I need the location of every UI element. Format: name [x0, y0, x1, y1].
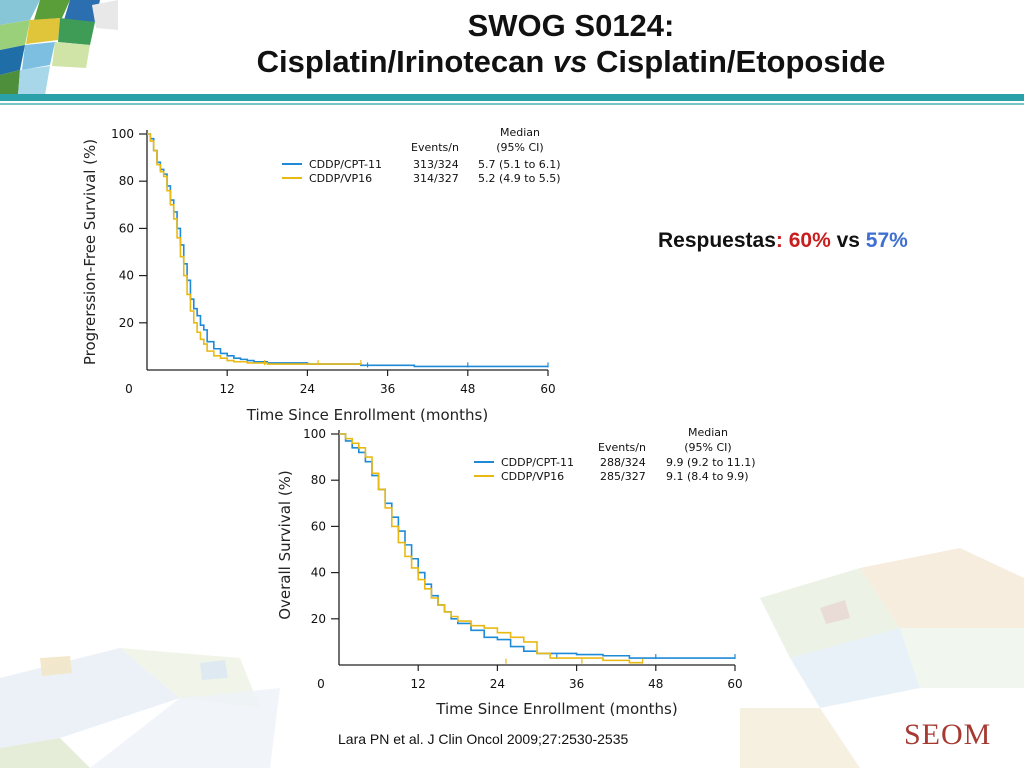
- slide-title: SWOG S0124: Cisplatin/Irinotecan vs Cisp…: [118, 8, 1024, 80]
- os-y-axis-title: Overall Survival (%): [276, 470, 294, 620]
- responses-colon: :: [775, 229, 789, 252]
- responses-vs: vs: [830, 229, 866, 252]
- responses-value-1: 60%: [788, 229, 831, 252]
- pfs-legend-events-0: 313/324: [413, 158, 459, 171]
- pfs-legend-header-ci: (95% CI): [496, 141, 543, 154]
- pfs-x-tick-label: 0: [125, 382, 133, 396]
- title-line-2: Cisplatin/Irinotecan vs Cisplatin/Etopos…: [118, 44, 1024, 80]
- pfs-x-tick-label: 36: [380, 382, 395, 396]
- pfs-legend-header-events: Events/n: [411, 141, 459, 154]
- os-legend-header-median: Median: [688, 426, 728, 439]
- title-underline-bar: [0, 94, 1024, 101]
- pfs-y-tick-label: 60: [119, 221, 134, 235]
- os-y-tick-label: 20: [311, 612, 326, 626]
- pfs-series-line-1: [147, 133, 361, 365]
- os-y-tick-label: 80: [311, 473, 326, 487]
- os-series-line-1: [339, 433, 643, 664]
- os-x-tick-label: 24: [490, 677, 505, 691]
- pfs-legend-median-0: 5.7 (5.1 to 6.1): [478, 158, 561, 171]
- title-vs: vs: [552, 44, 588, 79]
- pfs-x-tick-label: 12: [220, 382, 235, 396]
- os-legend-header-ci: (95% CI): [684, 441, 731, 454]
- responses-summary: Respuestas: 60% vs 57%: [658, 229, 908, 253]
- citation: Lara PN et al. J Clin Oncol 2009;27:2530…: [338, 731, 629, 747]
- os-x-tick-label: 12: [411, 677, 426, 691]
- os-x-tick-label: 48: [648, 677, 663, 691]
- responses-value-2: 57%: [865, 229, 908, 252]
- pfs-legend-header-median: Median: [500, 126, 540, 139]
- os-legend-events-1: 285/327: [600, 470, 646, 483]
- pfs-legend-median-1: 5.2 (4.9 to 5.5): [478, 172, 561, 185]
- pfs-x-tick-label: 48: [460, 382, 475, 396]
- pfs-y-axis-title: Progrerssion-Free Survival (%): [81, 139, 99, 365]
- mosaic-bottom-decoration: [0, 548, 1024, 768]
- pfs-x-axis-title: Time Since Enrollment (months): [246, 406, 488, 424]
- pfs-x-tick-label: 60: [540, 382, 555, 396]
- title-line-1: SWOG S0124:: [467, 8, 675, 43]
- os-y-tick-label: 100: [303, 427, 326, 441]
- os-legend-name-0: CDDP/CPT-11: [501, 456, 574, 469]
- os-y-tick-label: 60: [311, 519, 326, 533]
- pfs-y-tick-label: 20: [119, 316, 134, 330]
- os-x-tick-label: 60: [727, 677, 742, 691]
- pfs-y-tick-label: 80: [119, 174, 134, 188]
- pfs-y-tick-label: 100: [111, 127, 134, 141]
- pfs-x-tick-label: 24: [300, 382, 315, 396]
- os-legend-median-1: 9.1 (8.4 to 9.9): [666, 470, 749, 483]
- os-legend-median-0: 9.9 (9.2 to 11.1): [666, 456, 756, 469]
- os-legend-name-1: CDDP/VP16: [501, 470, 564, 483]
- pfs-legend-events-1: 314/327: [413, 172, 459, 185]
- responses-label: Respuestas: [658, 229, 776, 252]
- os-legend-events-0: 288/324: [600, 456, 646, 469]
- title-underline-thin: [0, 103, 1024, 105]
- title-line-2-part1: Cisplatin/Irinotecan: [256, 44, 553, 79]
- pfs-y-tick-label: 40: [119, 269, 134, 283]
- mosaic-logo-decoration: [0, 0, 118, 95]
- pfs-legend-name-0: CDDP/CPT-11: [309, 158, 382, 171]
- os-x-tick-label: 36: [569, 677, 584, 691]
- pfs-legend-name-1: CDDP/VP16: [309, 172, 372, 185]
- os-x-tick-label: 0: [317, 677, 325, 691]
- os-y-tick-label: 40: [311, 566, 326, 580]
- seom-logo: SEOM: [904, 718, 992, 751]
- os-x-axis-title: Time Since Enrollment (months): [435, 700, 677, 718]
- title-line-2-part2: Cisplatin/Etoposide: [587, 44, 886, 79]
- os-legend-header-events: Events/n: [598, 441, 646, 454]
